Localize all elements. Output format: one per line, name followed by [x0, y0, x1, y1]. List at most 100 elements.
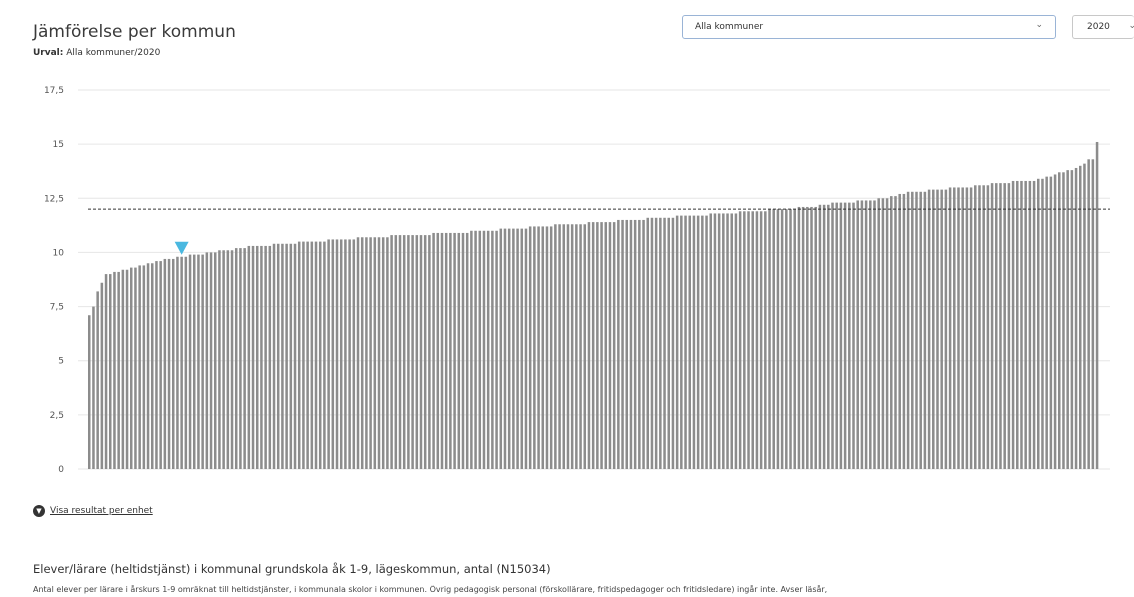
bar[interactable] — [902, 193, 906, 469]
bar[interactable] — [1041, 178, 1044, 469]
bar[interactable] — [369, 237, 372, 469]
bar[interactable] — [470, 230, 473, 469]
bar[interactable] — [633, 219, 637, 469]
bar[interactable] — [953, 187, 956, 469]
bar[interactable] — [625, 219, 629, 469]
bar[interactable] — [806, 206, 809, 469]
bar[interactable] — [222, 250, 225, 469]
bar[interactable] — [885, 198, 889, 469]
bar[interactable] — [990, 183, 994, 469]
bar[interactable] — [772, 209, 775, 470]
bar[interactable] — [1058, 172, 1061, 470]
bar[interactable] — [285, 243, 288, 469]
bar[interactable] — [209, 252, 213, 469]
bar[interactable] — [293, 243, 297, 469]
bar[interactable] — [335, 239, 339, 469]
bar[interactable] — [533, 226, 536, 469]
bar[interactable] — [877, 198, 880, 469]
bar[interactable] — [1070, 170, 1074, 469]
bar[interactable] — [394, 235, 398, 469]
bar[interactable] — [646, 217, 650, 469]
bar[interactable] — [297, 241, 301, 469]
bar[interactable] — [407, 235, 410, 469]
bar[interactable] — [318, 241, 322, 469]
bar[interactable] — [869, 200, 872, 469]
bar[interactable] — [356, 237, 360, 469]
bar[interactable] — [121, 269, 125, 469]
bar[interactable] — [822, 204, 826, 469]
bar[interactable] — [986, 185, 990, 469]
bar[interactable] — [398, 235, 402, 469]
bar[interactable] — [709, 213, 712, 469]
bar[interactable] — [659, 217, 662, 469]
bar[interactable] — [150, 263, 154, 469]
bar[interactable] — [100, 282, 104, 469]
bar[interactable] — [188, 254, 192, 469]
bar[interactable] — [96, 291, 99, 469]
bar[interactable] — [793, 209, 796, 470]
bar[interactable] — [461, 232, 465, 469]
bar[interactable] — [205, 252, 209, 469]
bar[interactable] — [852, 202, 855, 469]
bar[interactable] — [88, 315, 91, 469]
show-results-per-unit-link[interactable]: ▼ Visa resultat per enhet — [33, 505, 153, 517]
bar[interactable] — [873, 200, 876, 469]
bar[interactable] — [969, 187, 973, 469]
bar[interactable] — [428, 235, 431, 469]
bar[interactable] — [717, 213, 721, 469]
bar[interactable] — [747, 211, 750, 469]
bar[interactable] — [495, 230, 498, 469]
bar[interactable] — [835, 202, 838, 469]
bar[interactable] — [1003, 183, 1006, 469]
bar[interactable] — [360, 237, 364, 469]
bar[interactable] — [192, 254, 196, 469]
bar[interactable] — [155, 261, 158, 469]
bar[interactable] — [1079, 165, 1082, 470]
bar[interactable] — [440, 232, 444, 469]
bar[interactable] — [423, 235, 427, 469]
bar[interactable] — [692, 215, 696, 469]
bar[interactable] — [373, 237, 377, 469]
bar[interactable] — [457, 232, 461, 469]
bar[interactable] — [1020, 180, 1023, 469]
bar[interactable] — [1028, 180, 1032, 469]
bar[interactable] — [1016, 180, 1019, 469]
bar[interactable] — [255, 245, 259, 469]
bar[interactable] — [848, 202, 851, 469]
bar[interactable] — [109, 274, 112, 469]
bar[interactable] — [1074, 167, 1078, 469]
bar[interactable] — [906, 191, 910, 469]
bar[interactable] — [436, 232, 440, 469]
bar[interactable] — [743, 211, 746, 469]
bar[interactable] — [642, 219, 645, 469]
bar[interactable] — [474, 230, 477, 469]
bar[interactable] — [386, 237, 389, 469]
bar[interactable] — [675, 215, 679, 469]
bar[interactable] — [314, 241, 318, 469]
bar[interactable] — [234, 248, 238, 469]
bar[interactable] — [289, 243, 293, 469]
bar[interactable] — [524, 228, 528, 469]
bar[interactable] — [797, 206, 801, 469]
bar[interactable] — [705, 215, 708, 469]
bar[interactable] — [604, 222, 608, 469]
bar[interactable] — [218, 250, 221, 469]
bar[interactable] — [814, 206, 817, 469]
bar[interactable] — [1024, 180, 1027, 469]
bar[interactable] — [281, 243, 284, 469]
bar[interactable] — [491, 230, 494, 469]
bar[interactable] — [276, 243, 280, 469]
bar[interactable] — [302, 241, 305, 469]
bar[interactable] — [104, 274, 108, 469]
bar[interactable] — [537, 226, 540, 469]
bar[interactable] — [92, 306, 95, 469]
bar[interactable] — [558, 224, 561, 469]
bar[interactable] — [932, 189, 935, 469]
bar[interactable] — [201, 254, 204, 469]
bar[interactable] — [230, 250, 234, 469]
bar[interactable] — [617, 219, 620, 469]
bar[interactable] — [860, 200, 864, 469]
bar[interactable] — [339, 239, 343, 469]
bar[interactable] — [264, 245, 267, 469]
bar[interactable] — [1053, 174, 1057, 469]
